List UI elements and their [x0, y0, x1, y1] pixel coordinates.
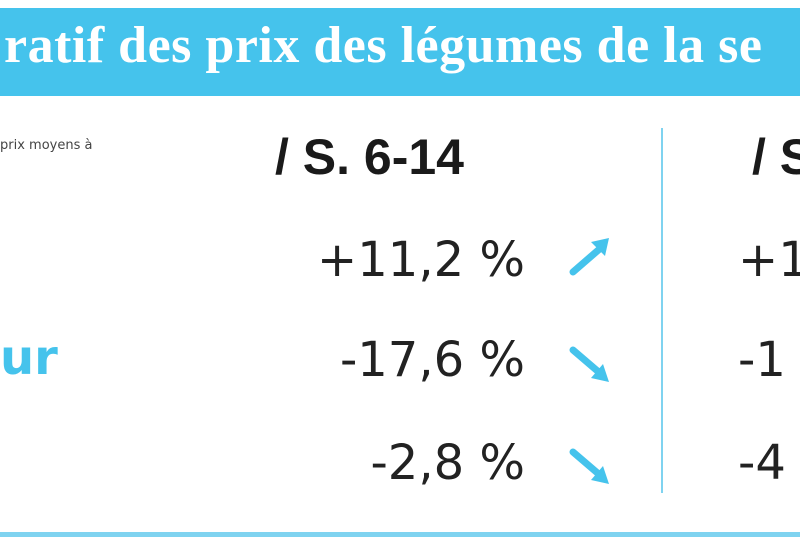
arrow-down — [569, 346, 609, 382]
value: -2,8 % — [370, 435, 525, 491]
value: -4 — [738, 435, 786, 491]
bottom-rule — [0, 532, 800, 537]
value: -1 — [738, 332, 786, 388]
arrow-up — [569, 238, 609, 276]
title-band — [0, 8, 800, 96]
note: prix moyens à — [0, 138, 93, 153]
value: -17,6 % — [339, 332, 525, 388]
value: +11,2 % — [317, 232, 525, 288]
arrow-down — [569, 448, 609, 484]
column-header: / S — [752, 129, 800, 185]
value: +1 — [738, 232, 800, 288]
title: ratif des prix des légumes de la se — [4, 17, 763, 74]
column-header: / S. 6-14 — [275, 129, 464, 185]
divider — [661, 128, 663, 493]
row-label: ur — [0, 330, 58, 386]
